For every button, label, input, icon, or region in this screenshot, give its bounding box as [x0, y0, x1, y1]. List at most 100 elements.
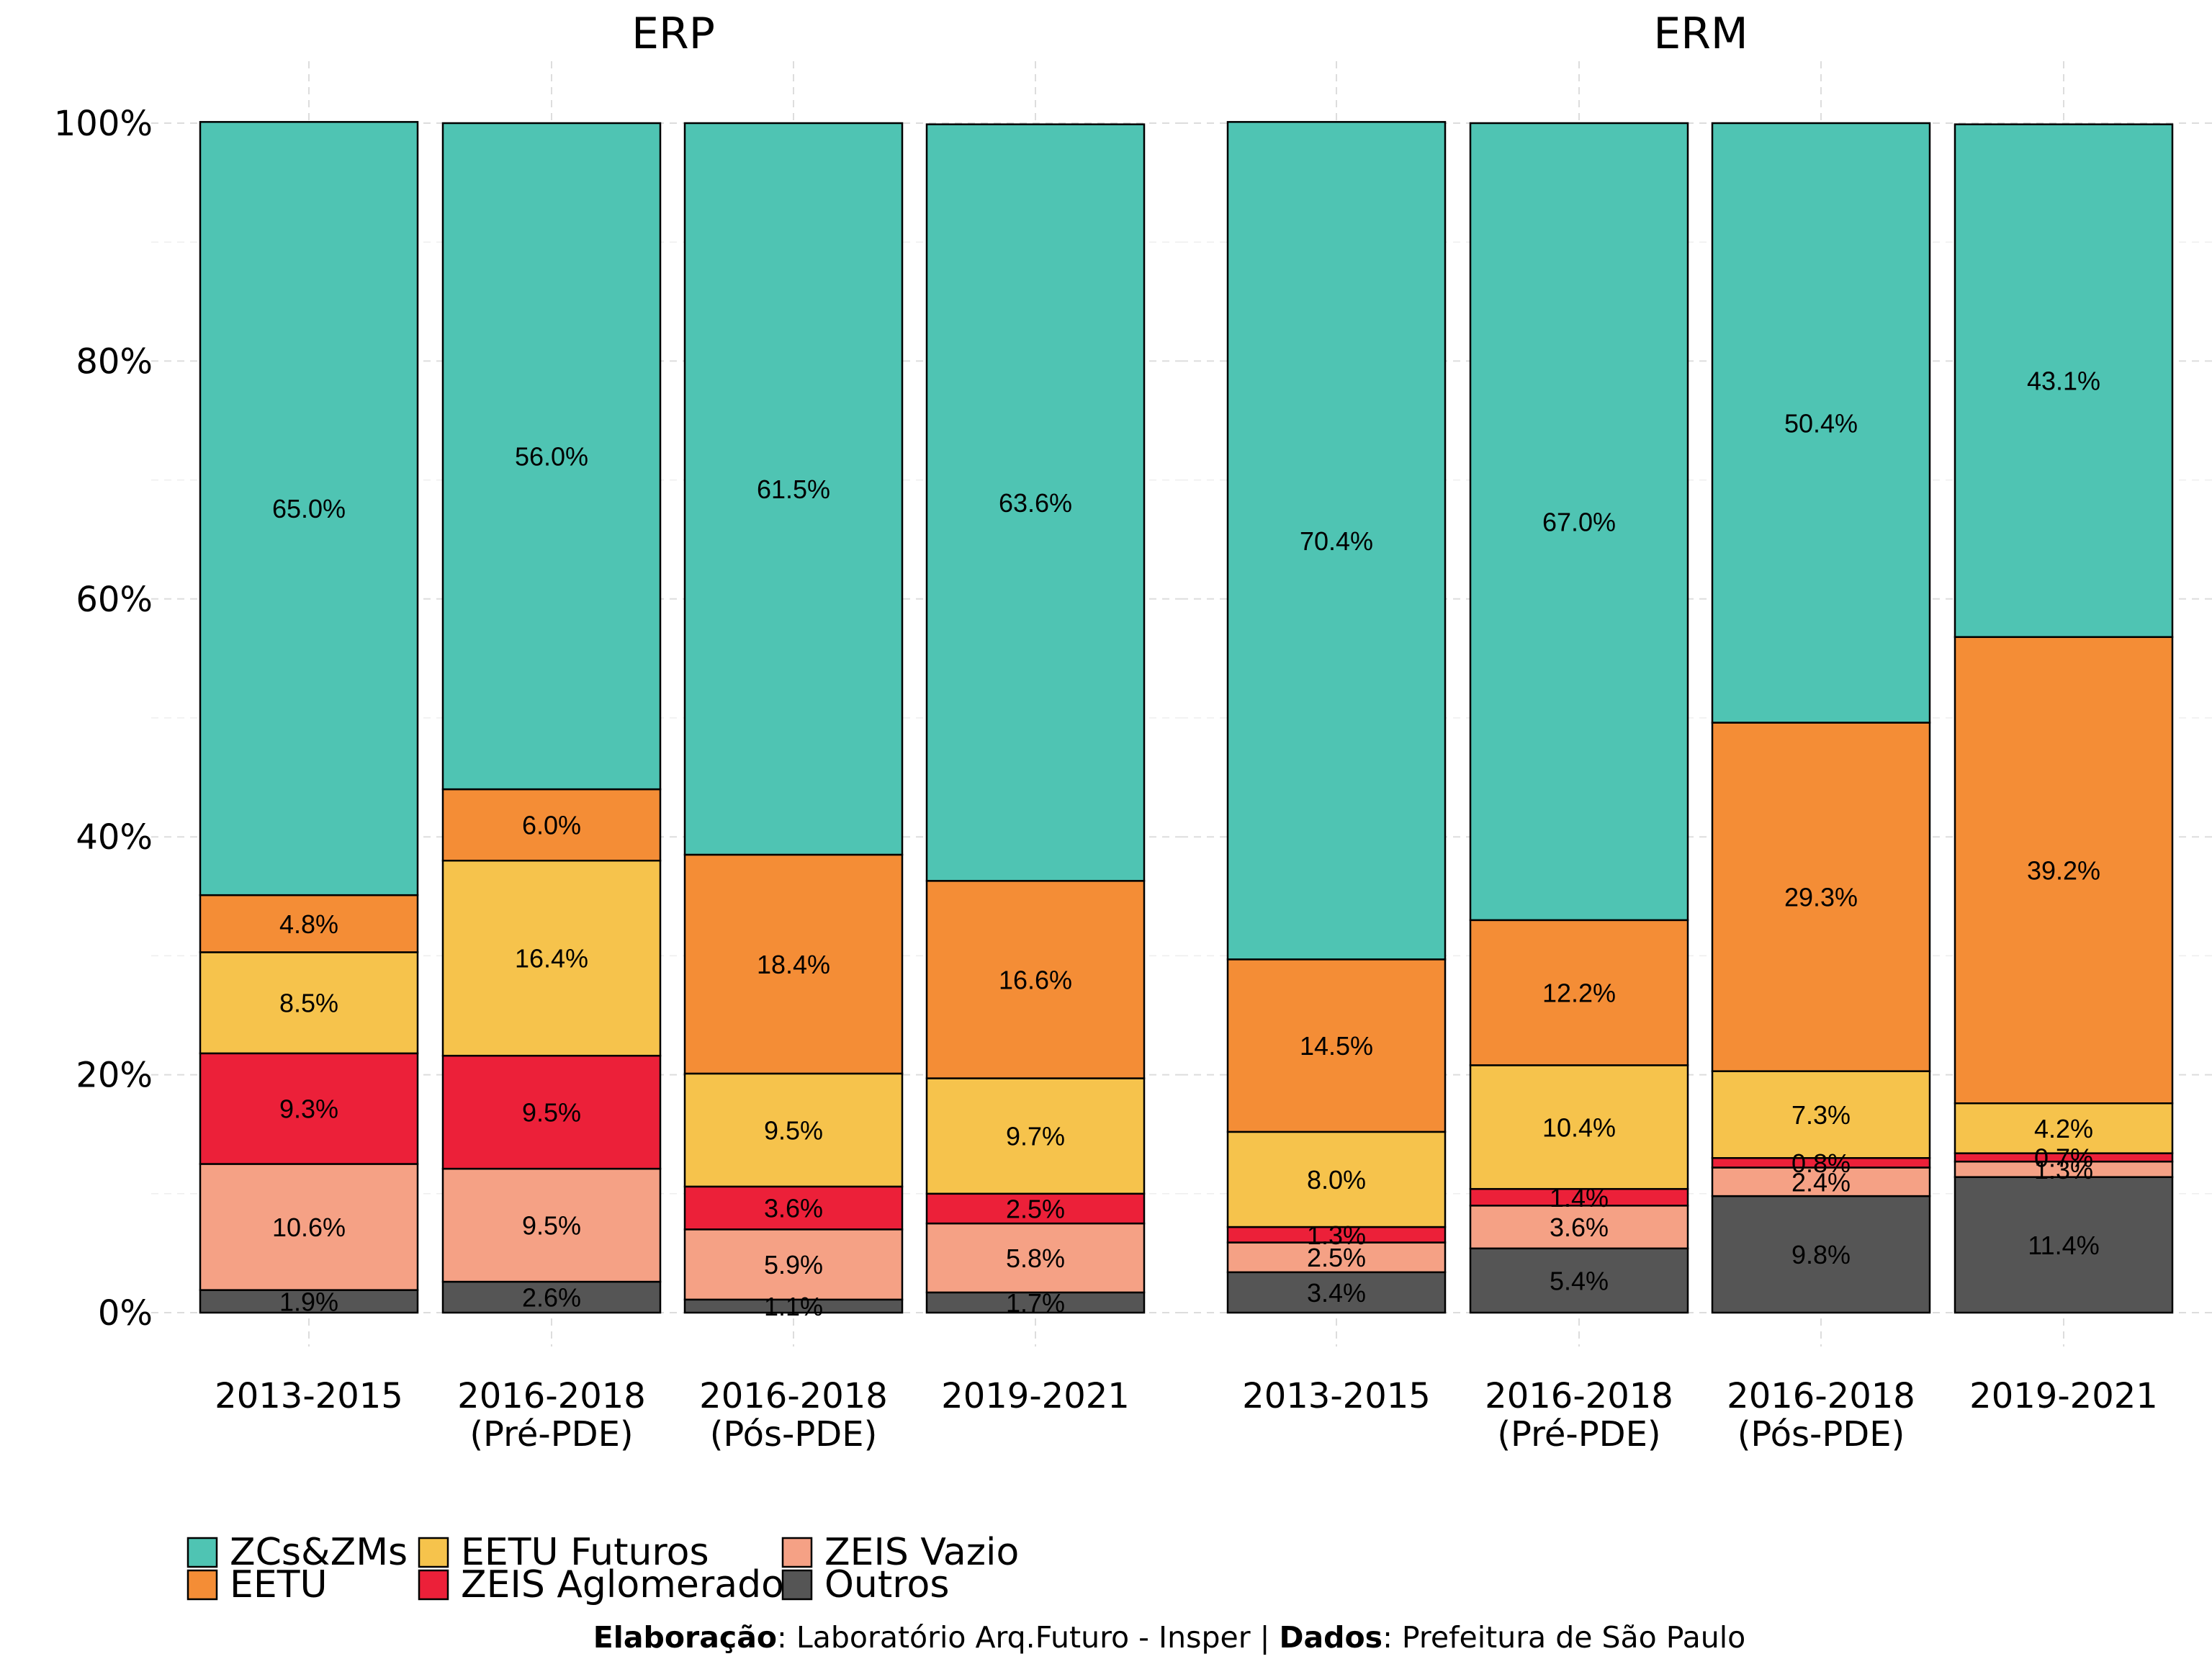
bar-segment: [683, 1185, 904, 1231]
data-label: 1.4%: [1550, 1183, 1609, 1213]
data-label: 63.6%: [999, 488, 1072, 518]
caption-elab-label: Elaboração: [593, 1620, 778, 1655]
legend-label: EETU: [230, 1563, 328, 1606]
data-label: 12.2%: [1542, 979, 1616, 1008]
bar-segment: [199, 951, 419, 1055]
bar-segment: [441, 1167, 662, 1283]
data-label: 0.7%: [2034, 1143, 2093, 1172]
bar-segment: [1469, 1205, 1689, 1250]
data-labels: 1.9% 10.6% 9.3% 8.5% 4.8% 65.0% 2.6% 9.5% 9.5% 16…: [272, 367, 2100, 1321]
caption: Elaboração: Laboratório Arq.Futuro - Ins…: [0, 1620, 2212, 1655]
data-label: 1.1%: [764, 1292, 823, 1321]
bar-segment: [1226, 1241, 1447, 1274]
data-label: 2.6%: [522, 1283, 581, 1313]
y-tick-label: 60%: [76, 580, 153, 620]
caption-elab-text: : Laboratório Arq.Futuro - Insper |: [777, 1620, 1280, 1655]
legend-swatch: [186, 1537, 218, 1568]
legend-swatch: [781, 1569, 813, 1601]
bar-segment: [1226, 1130, 1447, 1228]
legend-label: ZCs&ZMs: [230, 1531, 408, 1574]
data-label: 70.4%: [1300, 526, 1373, 556]
data-label: 9.5%: [764, 1115, 823, 1145]
data-label: 9.8%: [1791, 1240, 1851, 1269]
data-label: 8.5%: [279, 989, 338, 1018]
x-tick-label: 2013-2015: [1242, 1376, 1431, 1416]
data-label: 9.3%: [279, 1094, 338, 1124]
data-label: 61.5%: [757, 475, 830, 504]
bar-segment: [1954, 123, 2174, 638]
x-tick-label: 2019-2021: [941, 1376, 1130, 1416]
data-label: 18.4%: [757, 950, 830, 979]
data-label: 10.4%: [1542, 1112, 1616, 1142]
data-label: 56.0%: [515, 442, 588, 472]
data-label: 50.4%: [1784, 408, 1858, 438]
x-tick-label: 2019-2021: [1969, 1376, 2158, 1416]
bar-segment: [1954, 636, 2174, 1105]
data-label: 67.0%: [1542, 507, 1616, 536]
bar-segment: [441, 122, 662, 791]
bar-segment: [1711, 721, 1931, 1072]
data-label: 2.5%: [1006, 1194, 1065, 1223]
data-label: 3.6%: [764, 1194, 823, 1223]
x-tick-label: 2016-2018: [699, 1376, 888, 1416]
caption-dados-text: : Prefeitura de São Paulo: [1382, 1620, 1746, 1655]
legend-swatch: [418, 1537, 449, 1568]
bar-segment: [199, 894, 419, 953]
bar-segment: [199, 1052, 419, 1165]
x-tick-label: (Pré-PDE): [1497, 1414, 1660, 1455]
bar-segment: [1226, 1271, 1447, 1314]
bar-segment: [1711, 1195, 1931, 1314]
bar-segment: [683, 1072, 904, 1188]
bar-segment: [1711, 1070, 1931, 1159]
data-label: 4.8%: [279, 909, 338, 939]
data-label: 16.4%: [515, 944, 588, 974]
data-label: 3.6%: [1550, 1213, 1609, 1242]
bar-segment: [441, 1280, 662, 1314]
data-label: 10.6%: [272, 1213, 346, 1242]
data-label: 1.7%: [1006, 1288, 1065, 1318]
data-label: 5.4%: [1550, 1266, 1609, 1295]
data-label: 3.4%: [1307, 1278, 1366, 1308]
data-label: 5.8%: [1006, 1244, 1065, 1273]
legend-label: Outros: [824, 1563, 949, 1606]
y-tick-label: 80%: [76, 341, 153, 382]
legend-swatch: [781, 1537, 813, 1568]
data-label: 1.9%: [279, 1287, 338, 1316]
data-label: 8.0%: [1307, 1165, 1366, 1195]
bar-segment: [441, 1054, 662, 1170]
panel-title: ERP: [631, 9, 715, 59]
x-tick-label: (Pré-PDE): [469, 1414, 633, 1455]
y-tick-label: 100%: [54, 104, 153, 144]
data-label: 9.5%: [522, 1098, 581, 1128]
legend-label: EETU Futuros: [461, 1531, 709, 1574]
legend-swatch: [418, 1569, 449, 1601]
bar-segment: [441, 788, 662, 862]
bar-segment: [1954, 1176, 2174, 1314]
bar-segment: [925, 1192, 1146, 1225]
y-tick-label: 40%: [76, 817, 153, 858]
x-tick-label: (Pós-PDE): [1737, 1414, 1905, 1455]
data-label: 16.6%: [999, 965, 1072, 994]
data-label: 9.7%: [1006, 1122, 1065, 1151]
legend-label: ZEIS Aglomerado: [461, 1563, 784, 1606]
data-label: 2.4%: [1791, 1167, 1851, 1197]
data-label: 39.2%: [2027, 855, 2100, 885]
bar-segment: [683, 122, 904, 856]
x-tick-label: 2016-2018: [457, 1376, 646, 1416]
y-tick-label: 0%: [98, 1293, 153, 1334]
legend-swatch: [186, 1569, 218, 1601]
bar-segment: [1954, 1102, 2174, 1154]
bar-segment: [1711, 122, 1931, 724]
data-label: 14.5%: [1300, 1031, 1373, 1061]
bar-segment: [1226, 958, 1447, 1133]
x-tick-label: 2016-2018: [1485, 1376, 1673, 1416]
data-label: 1.3%: [1307, 1220, 1366, 1250]
data-label: 4.2%: [2034, 1114, 2093, 1143]
data-label: 65.0%: [272, 494, 346, 523]
bar-segment: [683, 853, 904, 1075]
bar-segment: [199, 121, 419, 896]
y-tick-label: 20%: [76, 1056, 153, 1096]
